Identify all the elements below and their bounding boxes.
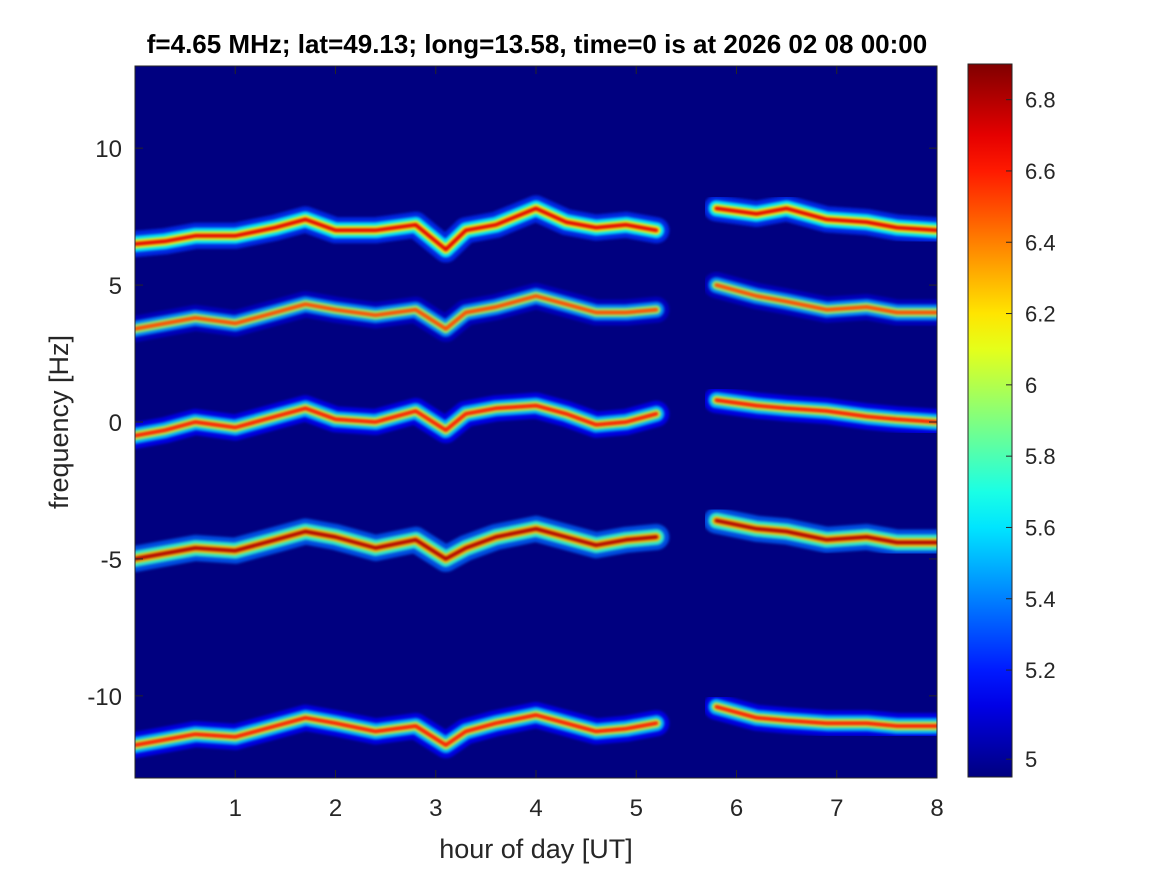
colorbar-tick-label: 6.4 [1025, 230, 1056, 255]
colorbar-tick-label: 6.2 [1025, 302, 1056, 327]
band-1-segment-1-layer-4 [135, 206, 659, 252]
x-tick-label: 6 [730, 795, 743, 822]
y-axis-label: frequency [Hz] [44, 335, 74, 509]
colorbar-tick-label: 5.4 [1025, 587, 1056, 612]
y-tick-label: 5 [109, 273, 122, 300]
chart-title: f=4.65 MHz; lat=49.13; long=13.58, time=… [147, 29, 927, 59]
band-2-segment-2-layer-4 [714, 283, 937, 315]
colorbar-tick-label: 5.2 [1025, 658, 1056, 683]
band-1-segment-2-layer-4 [714, 206, 937, 233]
colorbar-tick-label: 5.6 [1025, 515, 1056, 540]
x-tick-label: 5 [630, 795, 643, 822]
band-4-segment-2-layer-4 [714, 518, 937, 545]
colorbar-ticks: 5 5.2 5.4 5.6 5.8 6 6.2 6.4 6.6 6.8 [1006, 88, 1056, 772]
x-axis-label: hour of day [UT] [439, 834, 633, 864]
colorbar-tick-label: 5.8 [1025, 444, 1056, 469]
y-axis-ticks: 10 5 0 -5 -10 [87, 136, 937, 711]
band-3-segment-1-layer-4 [135, 403, 659, 438]
x-axis-ticks: 1 2 3 4 5 6 7 8 [229, 66, 944, 822]
colorbar: 5 5.2 5.4 5.6 5.8 6 6.2 6.4 6.6 6.8 [967, 63, 1056, 778]
y-tick-label: -10 [87, 684, 122, 711]
spectral-bands [135, 195, 937, 759]
colorbar-tick-label: 6 [1025, 373, 1037, 398]
x-tick-label: 8 [930, 795, 943, 822]
x-tick-label: 3 [429, 795, 442, 822]
band-3-segment-2-layer-4 [714, 398, 937, 424]
x-tick-label: 1 [229, 795, 242, 822]
plot-area [134, 65, 938, 779]
band-5-segment-1-layer-4 [135, 713, 659, 748]
band-2-segment-1-layer-4 [135, 294, 659, 331]
colorbar-tick-label: 6.8 [1025, 88, 1056, 113]
y-tick-label: 0 [109, 410, 122, 437]
colorbar-gradient [967, 63, 1013, 778]
band-4-segment-1-layer-4 [135, 526, 659, 561]
band-5-segment-2-layer-4 [714, 704, 937, 728]
x-tick-label: 2 [329, 795, 342, 822]
y-tick-label: -5 [101, 547, 122, 574]
colorbar-tick-label: 6.6 [1025, 159, 1056, 184]
y-tick-label: 10 [95, 136, 122, 163]
x-tick-label: 4 [529, 795, 542, 822]
colorbar-tick-label: 5 [1025, 747, 1037, 772]
x-tick-label: 7 [830, 795, 843, 822]
